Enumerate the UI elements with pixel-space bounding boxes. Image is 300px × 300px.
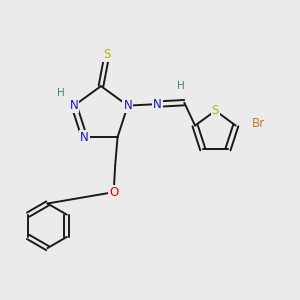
Text: Br: Br [251,117,265,130]
Text: S: S [212,104,219,117]
Text: H: H [57,88,64,98]
Text: O: O [109,186,118,199]
Text: N: N [70,99,79,112]
Text: N: N [80,131,89,144]
Text: H: H [177,81,185,91]
Text: N: N [123,99,132,112]
Text: S: S [103,48,111,62]
Text: N: N [153,98,162,111]
